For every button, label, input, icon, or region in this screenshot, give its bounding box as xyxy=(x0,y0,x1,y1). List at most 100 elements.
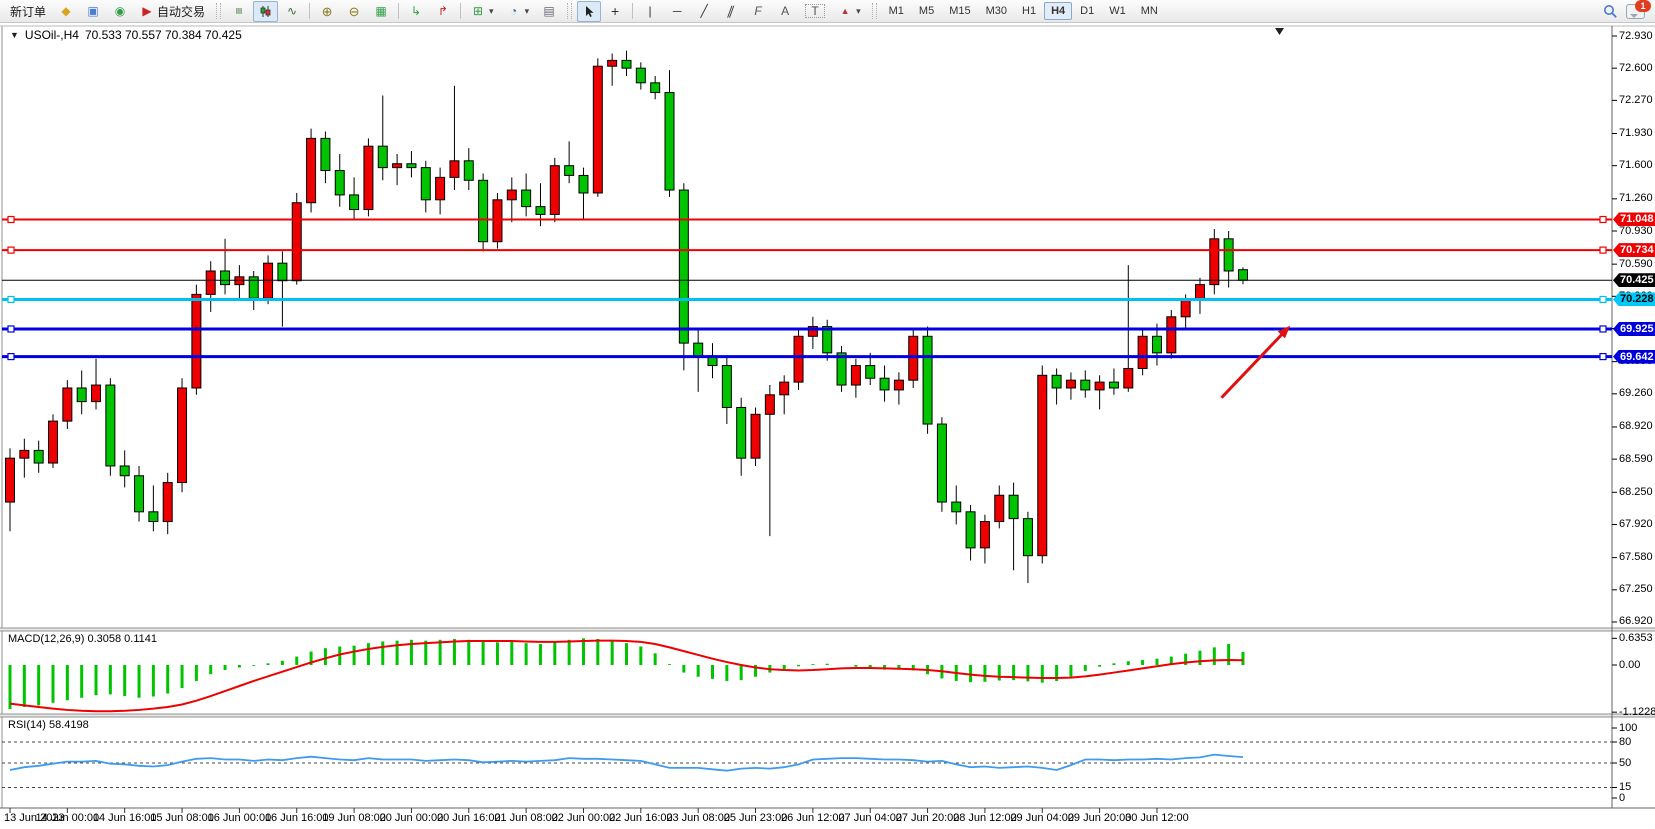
line-handle[interactable] xyxy=(7,295,15,304)
candle xyxy=(1194,284,1205,301)
line-handle[interactable] xyxy=(1599,295,1607,304)
candle xyxy=(377,145,388,169)
chart-shift-marker[interactable] xyxy=(1275,28,1284,35)
notifications-icon[interactable]: 1 xyxy=(1626,0,1651,19)
bar-chart-button[interactable]: ≡ xyxy=(226,1,252,22)
candle xyxy=(635,67,646,84)
main-toolbar: 新订单 ◆ ▣ ◉ ▶ 自动交易 ≡ ∿ xyxy=(0,0,1655,23)
candle xyxy=(521,189,532,208)
rsi-tick-label: 80 xyxy=(1619,735,1632,748)
price-tick-label: 72.930 xyxy=(1619,29,1653,42)
periods-button[interactable]: ◔ ▾ xyxy=(501,1,536,22)
candle xyxy=(893,379,904,391)
add-indicator-button[interactable]: ⊞ ▾ xyxy=(465,1,500,22)
price-tag: 69.642 xyxy=(1613,349,1655,364)
candle xyxy=(1108,381,1119,389)
line-handle[interactable] xyxy=(1599,325,1607,333)
cursor-icon xyxy=(586,5,594,17)
candle xyxy=(721,365,732,408)
rsi-label: RSI(14) 58.4198 xyxy=(8,719,89,731)
price-tick-label: 66.920 xyxy=(1619,615,1653,628)
horizontal-line-tool-button[interactable]: ─ xyxy=(664,1,690,22)
chart-shift-icon: ↱ xyxy=(438,4,449,18)
annotation-arrow-line[interactable] xyxy=(1220,330,1286,399)
timeframe-m15[interactable]: M15 xyxy=(949,5,971,17)
candle xyxy=(922,335,933,425)
candle xyxy=(549,165,560,215)
candle xyxy=(965,511,976,549)
price-tick-label: 71.930 xyxy=(1619,127,1653,139)
tile-windows-icon: ▦ xyxy=(375,4,387,18)
profiles-button[interactable]: ◆ xyxy=(53,1,79,22)
time-label: 19 Jun 08:00 xyxy=(322,812,386,824)
chart-shift-button[interactable]: ↱ xyxy=(430,1,456,22)
charts-window-button[interactable]: ▣ xyxy=(80,1,106,22)
zoom-in-button[interactable]: ⊕ xyxy=(314,1,340,22)
time-label: 23 Jun 08:00 xyxy=(666,812,730,824)
price-tick-label: 68.920 xyxy=(1619,420,1653,433)
symbol-dropdown-icon[interactable]: ▼ xyxy=(10,30,19,40)
line-handle[interactable] xyxy=(7,352,15,361)
cursor-tool-button[interactable] xyxy=(577,0,602,22)
zoom-out-button[interactable]: ⊖ xyxy=(341,1,367,22)
price-tick-label: 68.250 xyxy=(1619,485,1653,498)
new-order-button[interactable]: 新订单 xyxy=(4,1,52,22)
candle xyxy=(91,384,102,403)
timeframe-d1[interactable]: D1 xyxy=(1080,5,1095,17)
candle xyxy=(764,394,775,415)
timeframe-m5[interactable]: M5 xyxy=(918,5,935,17)
time-label: 29 Jun 20:00 xyxy=(1067,812,1132,824)
vertical-line-icon: | xyxy=(648,4,652,18)
search-icon[interactable] xyxy=(1603,4,1618,19)
candle xyxy=(879,377,890,391)
line-handle[interactable] xyxy=(7,215,15,224)
annotation-arrow-head[interactable] xyxy=(1277,325,1291,339)
candle xyxy=(836,352,847,386)
line-handle[interactable] xyxy=(7,246,15,254)
candle xyxy=(822,326,833,354)
shapes-tool-button[interactable]: ▲ ▾ xyxy=(832,1,867,22)
panel-separator[interactable] xyxy=(0,628,1655,631)
line-handle[interactable] xyxy=(1599,352,1607,361)
line-handle[interactable] xyxy=(1599,246,1607,254)
candle xyxy=(564,165,575,176)
candle xyxy=(506,189,517,201)
candle xyxy=(1180,299,1191,318)
panel-separator[interactable] xyxy=(0,714,1655,717)
channel-tool-button[interactable]: ∥ xyxy=(718,1,744,22)
candle xyxy=(220,270,231,286)
candlestick-chart-button[interactable] xyxy=(253,0,279,22)
price-tag: 71.048 xyxy=(1613,212,1655,227)
candle xyxy=(807,326,818,337)
timeframe-m30[interactable]: M30 xyxy=(985,5,1007,17)
vertical-line-tool-button[interactable]: | xyxy=(637,1,663,22)
text-tool-button[interactable]: A xyxy=(772,1,798,22)
line-handle[interactable] xyxy=(1599,215,1607,224)
candle xyxy=(334,170,345,196)
trendline-icon: ╱ xyxy=(700,4,708,18)
text-label-tool-button[interactable]: T xyxy=(799,1,831,22)
toolbar-grip xyxy=(871,3,877,19)
timeframe-h4[interactable]: H4 xyxy=(1044,2,1073,20)
tile-windows-button[interactable]: ▦ xyxy=(368,1,394,22)
auto-scroll-button[interactable]: ↳ xyxy=(403,1,429,22)
timeframe-h1[interactable]: H1 xyxy=(1022,5,1037,17)
time-label: 16 Jun 00:00 xyxy=(207,812,272,824)
price-tick-label: 71.600 xyxy=(1619,159,1653,172)
chart-title: ▼ USOil-,H4 70.533 70.557 70.384 70.425 xyxy=(10,28,242,42)
trendline-tool-button[interactable]: ╱ xyxy=(691,1,717,22)
crosshair-tool-button[interactable]: + xyxy=(602,1,628,22)
candle xyxy=(48,420,59,464)
timeframe-m1[interactable]: M1 xyxy=(888,5,904,17)
timeframe-mn[interactable]: MN xyxy=(1140,5,1158,17)
line-chart-button[interactable]: ∿ xyxy=(279,1,305,22)
templates-button[interactable]: ▤ xyxy=(536,1,562,22)
line-handle[interactable] xyxy=(7,325,15,333)
autotrading-button[interactable]: ▶ 自动交易 xyxy=(134,1,211,22)
candle xyxy=(779,381,790,396)
fibonacci-tool-button[interactable]: F xyxy=(745,1,771,22)
price-tick-label: 72.600 xyxy=(1619,61,1653,74)
timeframe-w1[interactable]: W1 xyxy=(1109,5,1126,17)
candle xyxy=(1008,494,1019,520)
community-button[interactable]: ◉ xyxy=(107,1,133,22)
